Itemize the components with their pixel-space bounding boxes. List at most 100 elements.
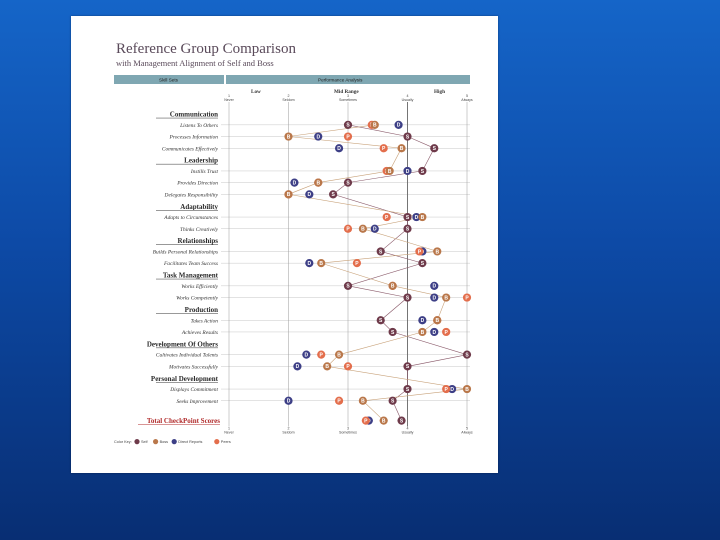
item-label-3-2: Thinks Creatively: [180, 227, 219, 233]
marker-dot-d-7-1: [302, 350, 311, 359]
section-heading-1: Communication: [170, 111, 218, 119]
legend-title: Color Key:: [114, 440, 132, 444]
marker-s-4-1: S: [376, 247, 385, 256]
marker-b-8-1: B: [462, 384, 472, 394]
marker-b-3-2: B: [358, 224, 367, 233]
section-heading-2: Leadership: [184, 157, 218, 165]
header-left-bg: [114, 75, 224, 84]
item-label-3-1: Adapts to Circumstances: [163, 215, 218, 221]
marker-text-d-1-1: D: [397, 123, 401, 129]
marker-text-d-2-3: D: [308, 192, 312, 198]
marker-b-5-1: B: [388, 281, 397, 290]
total-label: Total CheckPoint Scores: [147, 417, 220, 425]
marker-text-s-7-1: S: [465, 352, 469, 358]
marker-dot-p-4-2: [352, 259, 362, 268]
marker-dot-p-8-2: [334, 396, 344, 405]
marker-dot-s-1-2: [403, 132, 412, 141]
bottom-tick-value-5: 5: [466, 427, 468, 431]
marker-b-4-1: B: [433, 247, 442, 256]
marker-p-8-2: P: [334, 396, 344, 405]
marker-dot-b-8-2: [358, 396, 367, 405]
marker-b-7-2: B: [323, 362, 332, 371]
marker-p-8-1: P: [442, 384, 451, 394]
top-tick-label-4: Usually: [402, 98, 414, 102]
marker-text-b-7-2: B: [325, 364, 329, 370]
marker-dot-b-7-1: [334, 350, 344, 359]
marker-s-8-1: S: [403, 384, 412, 394]
marker-dot-s-1-1: [343, 120, 353, 129]
marker-text-b-8-2: B: [361, 399, 365, 405]
marker-s-1-3: S: [430, 144, 439, 153]
marker-dot-p-3-1: [382, 212, 391, 222]
marker-text-b-6-2: B: [421, 330, 425, 336]
legend-label-b: Boss: [160, 440, 169, 444]
marker-d-1-2: D: [314, 132, 323, 141]
marker-d-6-1: D: [418, 316, 427, 325]
marker-dot-s-6-2: [388, 327, 397, 337]
bottom-tick-label-1: Never: [224, 431, 234, 435]
marker-text-p-total: P: [364, 418, 368, 424]
marker-s-2-1: S: [418, 166, 427, 176]
marker-dot-s-6-1: [376, 316, 385, 325]
marker-d-4-2: D: [305, 259, 314, 268]
marker-dot-d-4-2: [305, 259, 314, 268]
marker-s-2-2: S: [343, 178, 353, 187]
marker-b-4-2: B: [317, 259, 326, 268]
marker-dot-s-8-1: [403, 384, 412, 394]
marker-s-8-2: S: [388, 396, 397, 405]
marker-dot-s-1-3: [430, 144, 439, 153]
legend-dot-s: [134, 439, 140, 445]
bottom-tick-value-3: 3: [347, 427, 349, 431]
marker-s-2-3: S: [329, 190, 338, 199]
marker-s-3-1: S: [403, 212, 412, 222]
marker-dot-d-5-2: [430, 293, 439, 302]
item-label-1-1: Listens To Others: [179, 123, 218, 129]
marker-text-p-3-1: P: [385, 215, 389, 221]
marker-text-s-5-2: S: [406, 295, 410, 301]
marker-s-1-2: S: [403, 132, 412, 141]
marker-d-5-2: D: [430, 293, 439, 302]
marker-p-4-2: P: [352, 259, 362, 268]
bottom-tick-value-1: 1: [228, 427, 230, 431]
header-performance-analysis: Performance Analysis: [318, 78, 363, 83]
marker-dot-b-4-1: [433, 247, 442, 256]
marker-s-total: S: [397, 416, 406, 425]
marker-text-d-8-1: D: [450, 387, 454, 393]
marker-d-8-2: D: [284, 396, 293, 405]
series-line-b: [287, 124, 468, 421]
marker-dot-b-1-3: [397, 144, 406, 153]
marker-dot-b-total: [379, 416, 388, 425]
marker-text-d-5-2: D: [432, 295, 436, 301]
legend-label-p: Peers: [221, 440, 231, 444]
marker-dot-b-1-2: [284, 132, 293, 141]
section-heading-5: Task Management: [163, 272, 219, 280]
marker-text-s-7-2: S: [406, 364, 410, 370]
marker-b-5-2: B: [442, 293, 451, 302]
marker-d-2-1: D: [403, 166, 412, 176]
bottom-tick-value-2: 2: [288, 427, 290, 431]
marker-text-b-3-2: B: [361, 227, 365, 233]
slide-card: Reference Group Comparison with Manageme…: [71, 16, 498, 473]
marker-s-5-1: S: [343, 281, 353, 290]
marker-dot-p-8-1: [442, 384, 451, 394]
item-label-6-1: Takes Action: [191, 318, 219, 324]
scale-low: Low: [251, 89, 261, 95]
marker-dot-p-1-3: [379, 144, 388, 153]
legend: Color Key: Self Boss Direct Reports Peers: [114, 439, 231, 445]
marker-dot-p-total: [361, 416, 370, 425]
marker-b-1-2: B: [284, 132, 293, 141]
marker-dot-b-8-1: [462, 384, 472, 394]
marker-text-d-3-1: D: [415, 215, 419, 221]
marker-d-7-1: D: [302, 350, 311, 359]
marker-b-total: B: [379, 416, 388, 425]
marker-text-d-2-2: D: [293, 180, 297, 186]
marker-dot-s-5-1: [343, 281, 353, 290]
marker-text-b-1-3: B: [400, 146, 404, 152]
item-label-8-1: Displays Commitment: [169, 387, 218, 393]
marker-text-b-1-1: B: [373, 123, 377, 129]
marker-d-1-1: D: [394, 120, 403, 129]
marker-dot-p-1-2: [343, 132, 353, 141]
item-label-4-1: Builds Personal Relationships: [153, 249, 218, 255]
markers: DPBSDPBSDPBSDPBSDPBSDPBSDPBSDPBSDPBSDPBS…: [284, 120, 472, 425]
item-label-6-2: Achieves Results: [181, 330, 218, 336]
